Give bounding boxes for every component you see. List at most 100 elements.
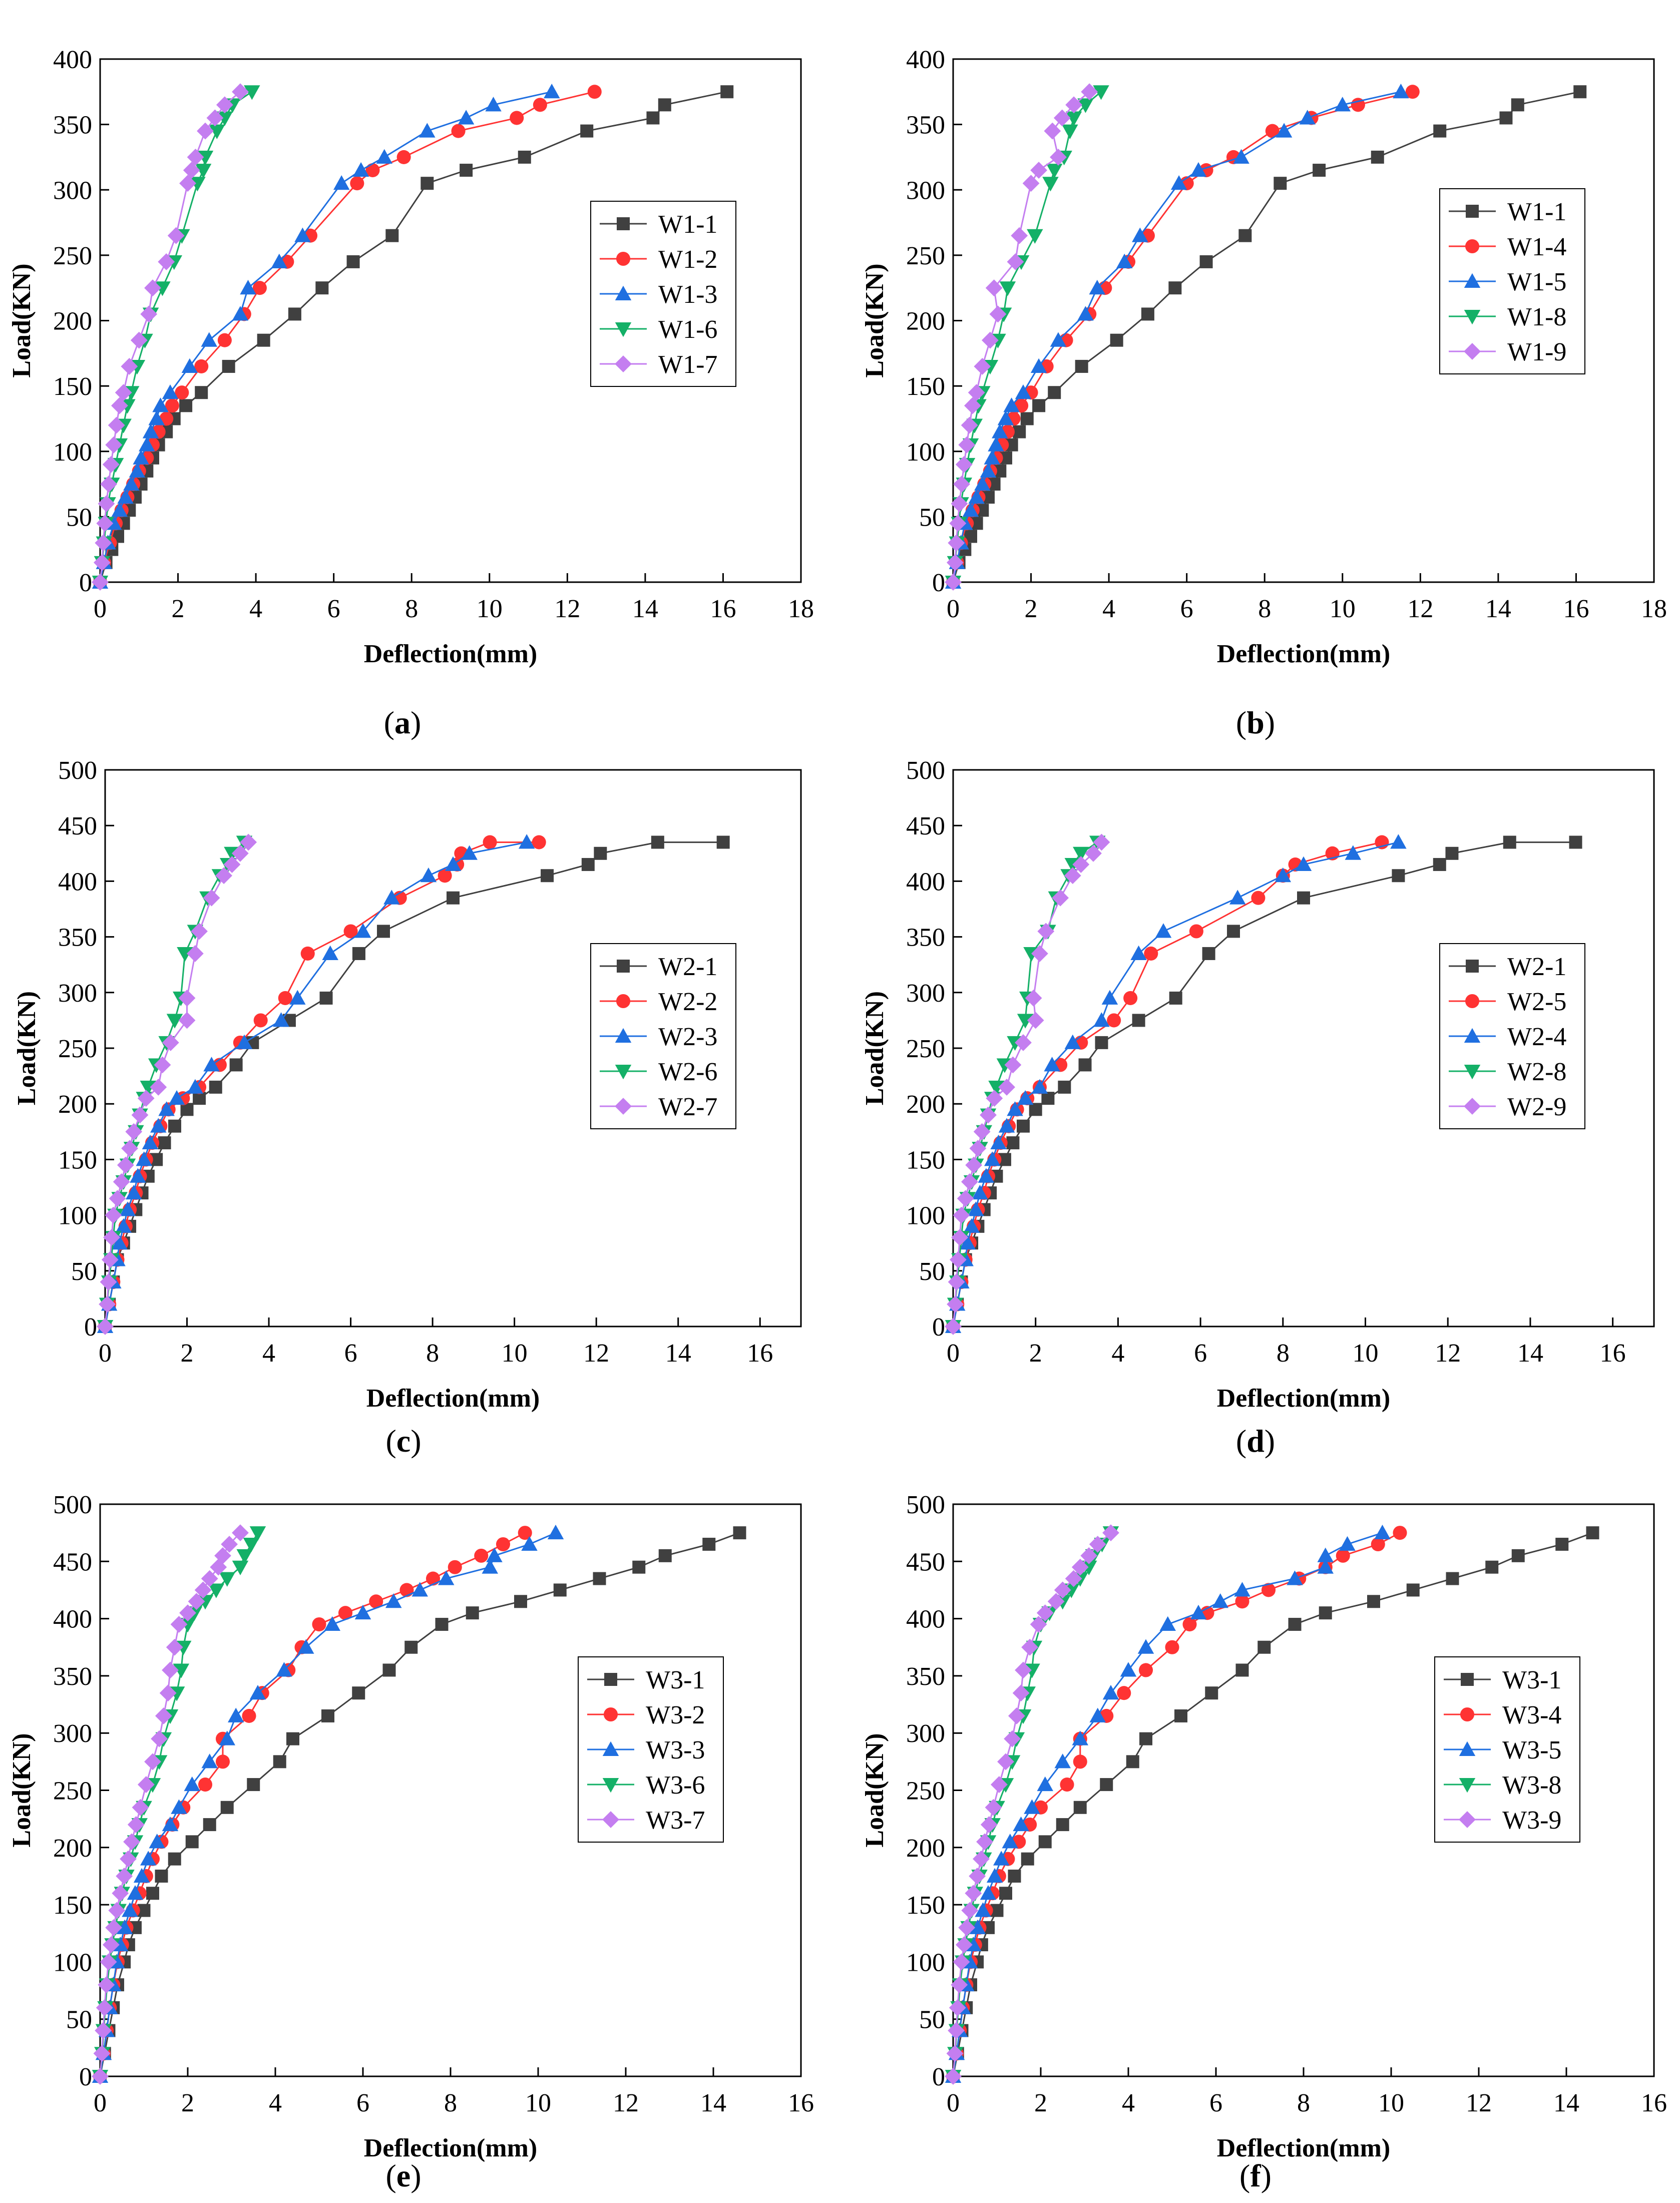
data-point	[1060, 1778, 1074, 1792]
y-tick-label: 0	[932, 1313, 945, 1342]
data-point	[1073, 846, 1089, 862]
data-point	[216, 96, 233, 114]
data-point	[1141, 307, 1154, 321]
legend-marker	[1459, 1811, 1476, 1828]
data-point	[981, 331, 999, 349]
x-tick-label: 16	[1600, 1339, 1626, 1368]
data-point	[985, 1799, 1002, 1816]
data-point	[1120, 1662, 1137, 1677]
legend-marker	[617, 960, 630, 973]
data-point	[959, 1234, 976, 1250]
data-point	[438, 1570, 455, 1585]
data-point	[101, 1251, 119, 1268]
data-point	[214, 1547, 231, 1564]
data-point	[1261, 1583, 1276, 1597]
data-point	[532, 835, 546, 849]
data-point	[162, 1661, 179, 1679]
data-point	[1021, 1638, 1039, 1656]
x-tick-label: 0	[947, 595, 960, 623]
data-point	[458, 110, 475, 125]
data-point	[553, 1583, 567, 1597]
data-point	[985, 279, 1003, 297]
y-tick-label: 200	[53, 1834, 92, 1863]
data-point	[168, 1119, 181, 1133]
data-point	[1022, 175, 1040, 192]
legend-marker	[1464, 310, 1481, 325]
data-point	[119, 1201, 136, 1216]
data-point	[533, 98, 547, 112]
data-point	[154, 281, 171, 296]
legend-marker	[616, 994, 631, 1009]
data-point	[1274, 177, 1287, 190]
data-point	[273, 1012, 289, 1027]
y-tick-label: 0	[79, 569, 92, 597]
data-point	[162, 384, 179, 399]
data-point	[1126, 1755, 1139, 1769]
data-point	[175, 385, 189, 400]
data-point	[990, 1134, 1007, 1150]
data-point	[93, 554, 111, 571]
data-point	[989, 305, 1007, 323]
data-point	[1189, 924, 1203, 939]
data-point	[168, 1852, 181, 1866]
data-point	[103, 1229, 120, 1246]
data-point	[377, 925, 390, 938]
data-point	[1334, 97, 1351, 112]
x-axis-label: Deflection(mm)	[366, 1384, 540, 1413]
y-tick-label: 250	[53, 242, 92, 270]
data-point	[98, 1976, 115, 1994]
data-point	[115, 1218, 132, 1233]
data-point	[1030, 358, 1047, 373]
data-point	[1265, 124, 1280, 138]
data-point	[1030, 1616, 1047, 1633]
data-point	[485, 97, 502, 112]
chart-panel-b: 0 2 4 6 8 10 12 14 16 18 0 50 100 150 200 250 300 350 400 D…	[861, 46, 1667, 740]
data-point	[1080, 1547, 1098, 1564]
data-point	[992, 423, 1008, 438]
data-point	[1406, 1583, 1420, 1597]
data-point	[958, 436, 976, 454]
data-point	[951, 1229, 969, 1246]
y-axis-label: Load(KN)	[861, 1733, 889, 1847]
y-tick-label: 0	[84, 1313, 97, 1342]
data-point	[232, 306, 249, 321]
data-point	[1229, 890, 1246, 905]
data-point	[186, 945, 204, 962]
series-line	[99, 91, 595, 583]
data-point	[184, 1776, 200, 1792]
data-point	[215, 1754, 230, 1769]
data-point	[1485, 1560, 1499, 1574]
data-point	[973, 1850, 990, 1868]
y-tick-label: 450	[58, 812, 97, 840]
data-point	[1205, 1686, 1218, 1700]
legend-label: W2-5	[1507, 988, 1566, 1016]
data-point	[243, 1538, 260, 1553]
series-line	[952, 1532, 1383, 2077]
data-point	[319, 991, 333, 1005]
series-line	[952, 841, 1102, 1327]
data-point	[1392, 869, 1405, 883]
data-point	[658, 98, 671, 112]
data-point	[210, 1558, 227, 1576]
data-point	[1015, 1661, 1032, 1679]
data-point	[1024, 1799, 1040, 1814]
x-tick-label: 16	[1641, 2089, 1667, 2117]
data-point	[1212, 1593, 1228, 1608]
data-point	[949, 1251, 967, 1268]
data-point	[1048, 386, 1061, 399]
data-point	[1132, 227, 1148, 242]
y-tick-label: 100	[58, 1202, 97, 1230]
data-point	[1003, 397, 1020, 412]
x-tick-label: 14	[1517, 1339, 1543, 1368]
data-point	[518, 1526, 532, 1540]
data-point	[108, 416, 125, 434]
data-point	[999, 1887, 1012, 1900]
data-point	[324, 1616, 340, 1631]
x-axis-label: Deflection(mm)	[364, 2134, 538, 2162]
y-tick-label: 50	[66, 503, 92, 532]
data-point	[98, 495, 115, 513]
data-point	[93, 2045, 111, 2062]
data-point	[179, 1604, 196, 1622]
data-point	[720, 85, 734, 99]
